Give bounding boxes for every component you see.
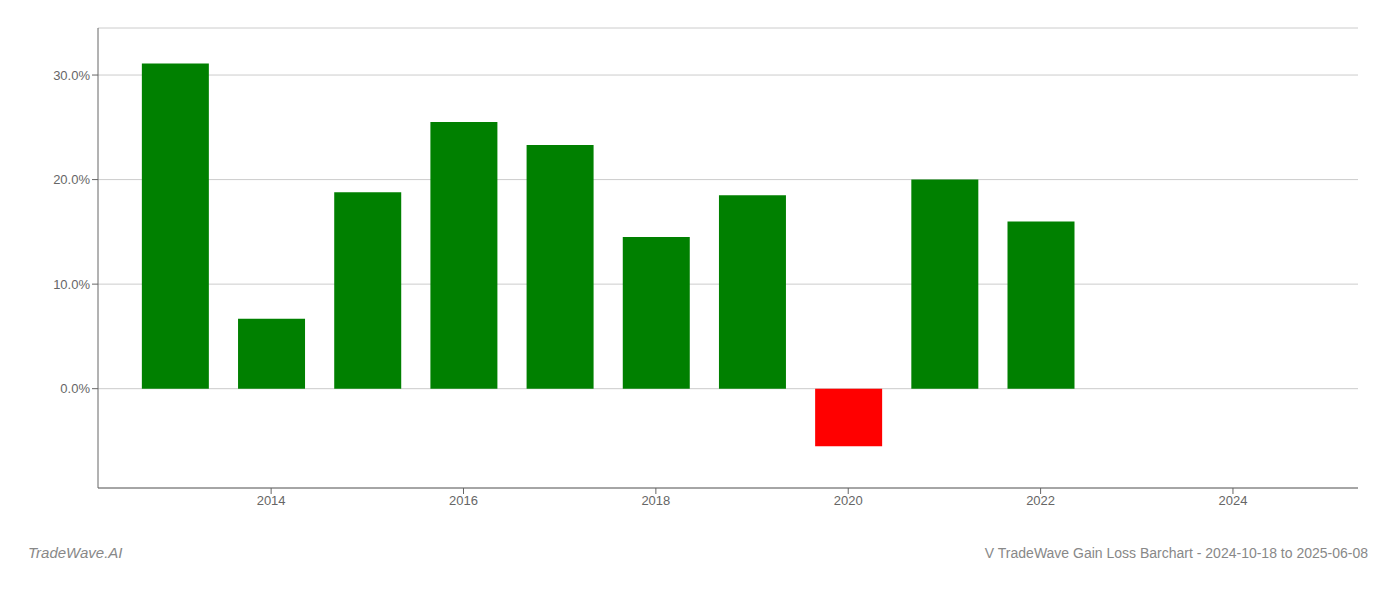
svg-text:2022: 2022 bbox=[1026, 493, 1055, 508]
svg-text:2016: 2016 bbox=[449, 493, 478, 508]
svg-text:20.0%: 20.0% bbox=[53, 172, 90, 187]
svg-text:2018: 2018 bbox=[641, 493, 670, 508]
html-text:TradeWave.AI: TradeWave.AI bbox=[28, 544, 123, 561]
svg-text:2014: 2014 bbox=[257, 493, 286, 508]
svg-text:0.0%: 0.0% bbox=[60, 381, 90, 396]
svg-text:2020: 2020 bbox=[834, 493, 863, 508]
svg-text:30.0%: 30.0% bbox=[53, 68, 90, 83]
svg-text:2024: 2024 bbox=[1219, 493, 1248, 508]
html-text:V TradeWave Gain Loss Barchart: V TradeWave Gain Loss Barchart - 2024-10… bbox=[984, 545, 1368, 561]
svg-text:10.0%: 10.0% bbox=[53, 277, 90, 292]
